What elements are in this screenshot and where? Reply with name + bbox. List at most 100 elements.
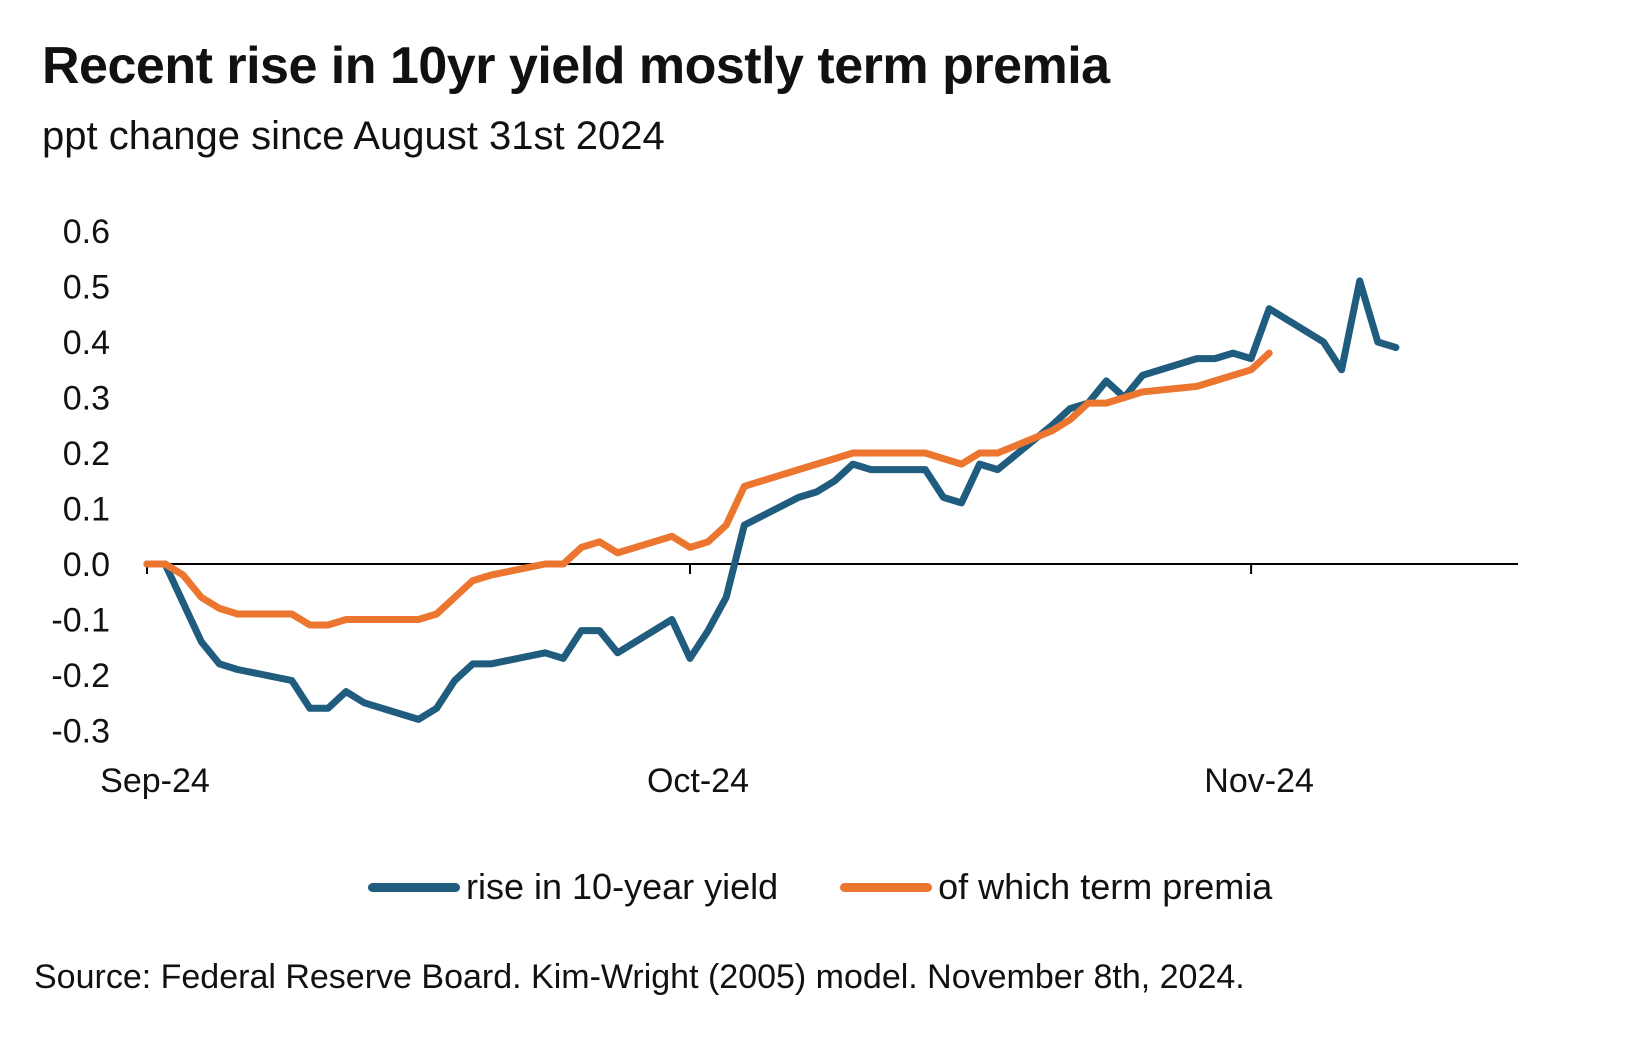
x-tick-label: Nov-24 xyxy=(1204,762,1314,800)
data-point xyxy=(165,564,166,565)
data-point xyxy=(183,575,184,576)
y-tick-label: 0.1 xyxy=(63,491,110,529)
data-point xyxy=(1196,358,1197,359)
data-point xyxy=(961,464,962,465)
data-point xyxy=(364,702,365,703)
data-point xyxy=(454,680,455,681)
data-point xyxy=(599,630,600,631)
data-point xyxy=(599,541,600,542)
series-line-10yr-yield xyxy=(143,277,1400,723)
x-tick-label: Oct-24 xyxy=(647,762,749,800)
data-point xyxy=(979,464,980,465)
data-point xyxy=(1233,353,1234,354)
data-point xyxy=(563,564,564,565)
x-axis: Sep-24 Oct-24 Nov-24 xyxy=(100,563,1518,800)
data-point xyxy=(1251,358,1252,359)
data-point xyxy=(690,547,691,548)
data-point xyxy=(309,625,310,626)
series-line-term-premia xyxy=(143,349,1273,629)
y-tick-label: 0.4 xyxy=(63,324,110,362)
y-tick-label: 0.2 xyxy=(63,435,110,473)
data-point xyxy=(346,691,347,692)
legend-swatch-term-premia xyxy=(840,882,933,892)
data-point xyxy=(328,625,329,626)
data-point xyxy=(1359,280,1360,281)
data-point xyxy=(690,658,691,659)
data-point xyxy=(979,453,980,454)
data-point xyxy=(454,597,455,598)
data-point xyxy=(309,708,310,709)
legend: rise in 10-year yield of which term prem… xyxy=(368,866,1334,908)
data-point xyxy=(291,614,292,615)
legend-label-term-premia: of which term premia xyxy=(938,866,1273,907)
legend-label-yield: rise in 10-year yield xyxy=(466,866,779,907)
data-point xyxy=(219,663,220,664)
data-point xyxy=(1142,375,1143,376)
y-tick-label: 0.6 xyxy=(63,213,110,251)
data-point xyxy=(545,564,546,565)
data-point xyxy=(1142,391,1143,392)
data-point xyxy=(237,669,238,670)
data-point xyxy=(581,630,582,631)
y-tick-label: 0.3 xyxy=(63,380,110,418)
data-point xyxy=(1106,380,1107,381)
data-point xyxy=(490,575,491,576)
source-note: Source: Federal Reserve Board. Kim-Wrigh… xyxy=(34,958,1245,996)
data-point xyxy=(237,614,238,615)
data-point xyxy=(1214,380,1215,381)
data-point xyxy=(545,652,546,653)
data-point xyxy=(961,502,962,503)
data-point xyxy=(147,564,148,565)
data-point xyxy=(201,641,202,642)
data-point xyxy=(1052,430,1053,431)
y-axis: 0.6 0.5 0.4 0.3 0.2 0.1 0.0 -0.1 -0.2 -0.3 xyxy=(51,213,110,751)
data-point xyxy=(852,453,853,454)
data-point xyxy=(1052,425,1053,426)
data-point xyxy=(943,458,944,459)
data-point xyxy=(925,453,926,454)
data-point xyxy=(834,458,835,459)
data-point xyxy=(1269,308,1270,309)
data-point xyxy=(871,469,872,470)
data-point xyxy=(943,497,944,498)
data-point xyxy=(1070,419,1071,420)
data-point xyxy=(346,619,347,620)
data-point xyxy=(1070,408,1071,409)
data-point xyxy=(472,580,473,581)
data-point xyxy=(563,658,564,659)
data-point xyxy=(490,663,491,664)
data-point xyxy=(617,552,618,553)
data-point xyxy=(871,453,872,454)
data-point xyxy=(1341,369,1342,370)
data-point xyxy=(925,469,926,470)
data-point xyxy=(1214,358,1215,359)
data-point xyxy=(219,608,220,609)
y-tick-label: -0.1 xyxy=(51,602,110,640)
legend-swatch-yield xyxy=(368,882,460,892)
data-point xyxy=(201,597,202,598)
data-point xyxy=(708,541,709,542)
data-point xyxy=(708,630,709,631)
data-point xyxy=(834,480,835,481)
data-point xyxy=(744,486,745,487)
data-point xyxy=(1269,353,1270,354)
data-point xyxy=(726,525,727,526)
data-point xyxy=(364,619,365,620)
data-point xyxy=(726,597,727,598)
series-layer xyxy=(143,277,1400,723)
data-point xyxy=(798,497,799,498)
data-point xyxy=(436,614,437,615)
data-point xyxy=(1106,403,1107,404)
y-tick-label: 0.5 xyxy=(63,269,110,307)
data-point xyxy=(183,602,184,603)
data-point xyxy=(1395,347,1396,348)
legend-item-term-premia: of which term premia xyxy=(840,866,1272,908)
data-point xyxy=(1377,342,1378,343)
legend-item-yield: rise in 10-year yield xyxy=(368,866,778,908)
data-point xyxy=(1251,369,1252,370)
data-point xyxy=(436,708,437,709)
data-point xyxy=(671,536,672,537)
data-point xyxy=(997,453,998,454)
data-point xyxy=(291,680,292,681)
